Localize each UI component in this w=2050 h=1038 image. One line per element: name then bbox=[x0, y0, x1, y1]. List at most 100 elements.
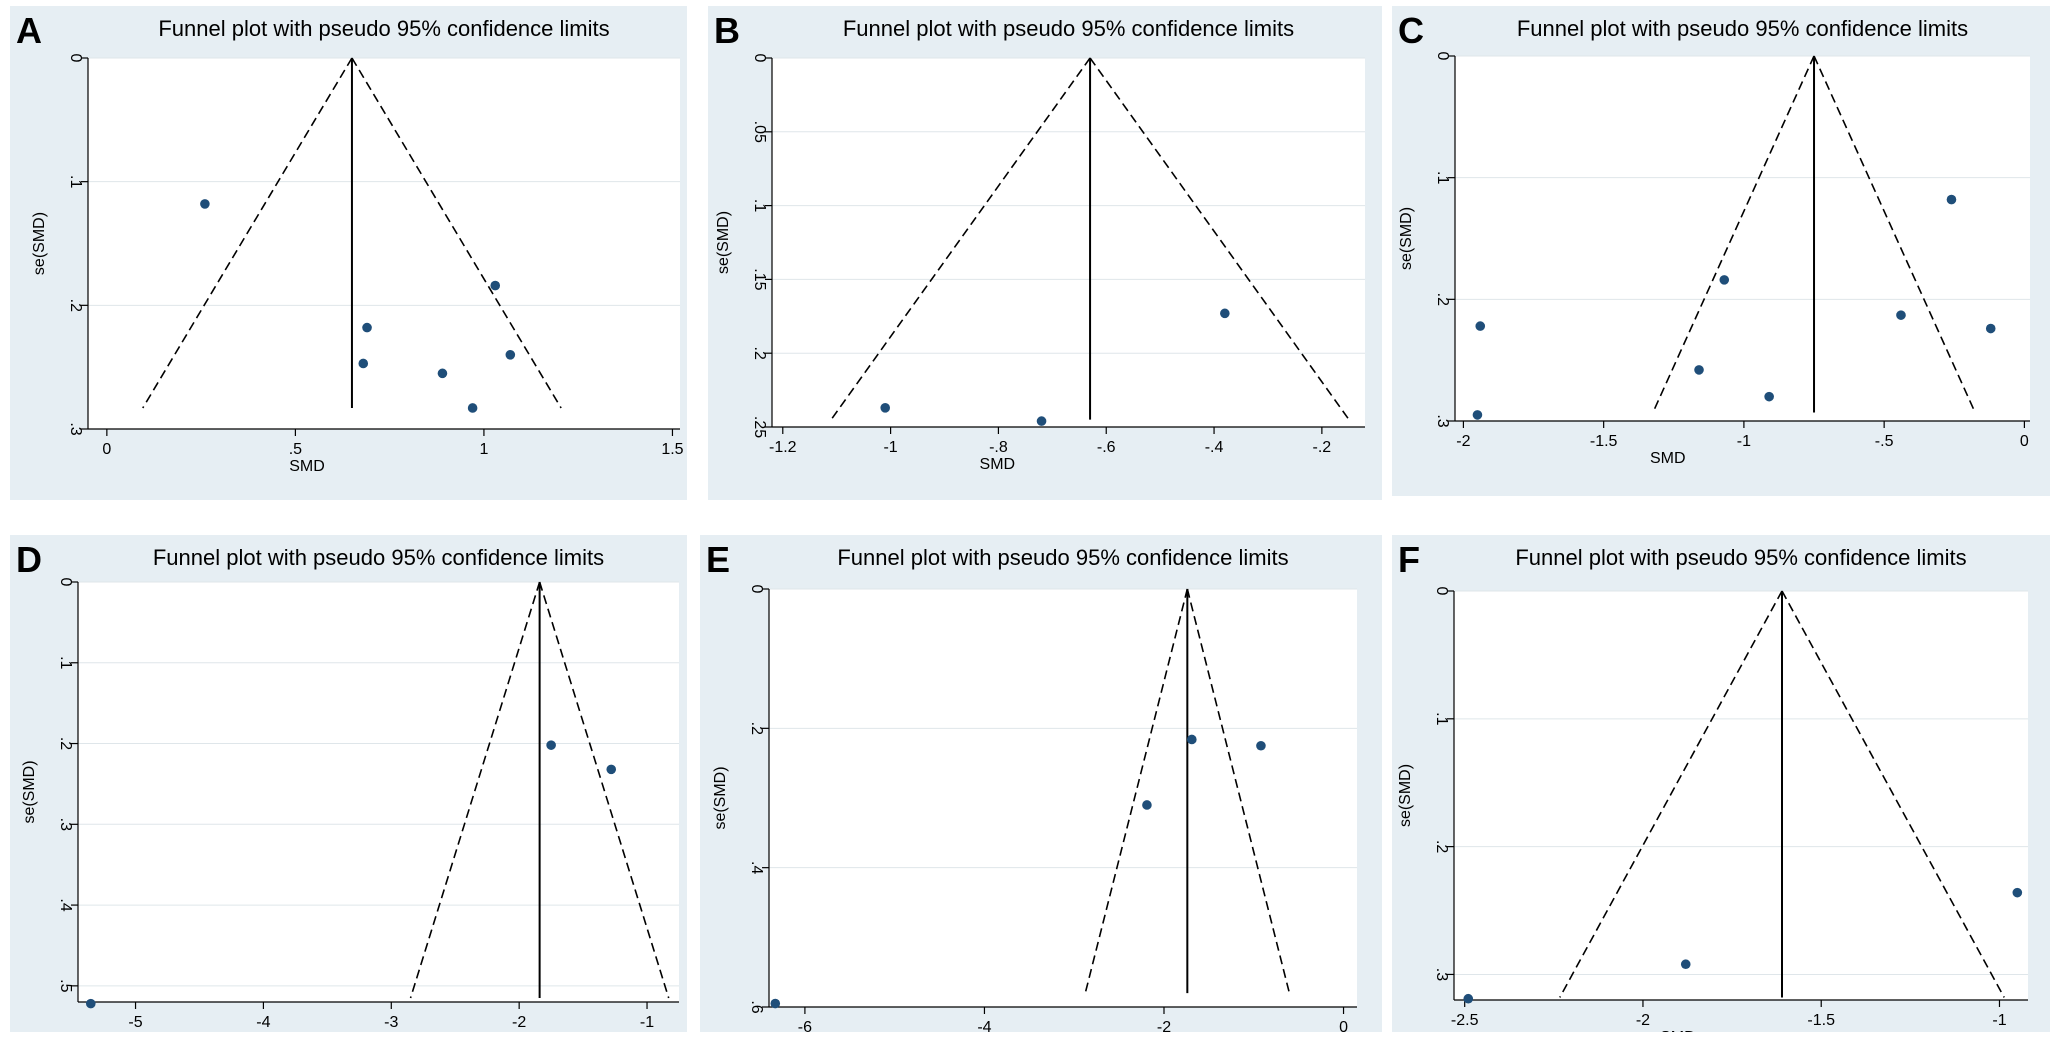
x-tick-label: -.8 bbox=[989, 439, 1008, 456]
y-tick-label: .15 bbox=[751, 268, 768, 290]
funnel-chart-svg: 0 .1 .2 .3 -2 -1.5 -1 -.5 0 SMD se(SMD) Funnel plot… bbox=[1392, 6, 2050, 496]
y-tick-label: .2 bbox=[748, 722, 765, 735]
x-tick-label: -1 bbox=[1992, 1012, 2006, 1029]
x-tick-label: 0 bbox=[1339, 1019, 1348, 1032]
study-point bbox=[358, 358, 369, 369]
funnel-chart-svg: 0 .1 .2 .3 0 .5 1 1.5 SMD se(SMD) Funnel plot with… bbox=[10, 6, 687, 500]
study-point bbox=[606, 764, 617, 775]
y-axis-title: se(SMD) bbox=[712, 766, 729, 829]
x-tick-label: -.6 bbox=[1097, 439, 1116, 456]
plot-area bbox=[88, 58, 680, 429]
lower-confidence-limit bbox=[830, 57, 1091, 421]
x-tick-label: -2 bbox=[1157, 1019, 1171, 1032]
y-tick-label: 0 bbox=[748, 585, 765, 594]
y-tick-label: .1 bbox=[751, 199, 768, 212]
y-axis-title: se(SMD) bbox=[31, 212, 48, 275]
x-tick-label: 1 bbox=[479, 441, 488, 458]
y-tick-label: .4 bbox=[57, 898, 74, 911]
plot-area bbox=[1454, 591, 2028, 1000]
y-tick-label: .6 bbox=[748, 1000, 765, 1013]
funnel-chart-svg: 0 .1 .2 .3 .4 .5 -5 -4 -3 -2 -1 SMD se(SMD) Funnel pl… bbox=[10, 535, 687, 1032]
y-tick-label: .3 bbox=[1434, 414, 1451, 427]
upper-confidence-limit bbox=[351, 57, 562, 409]
funnel-chart-svg: 0.2.4.6-6-4-20SMDse(SMD)Funnel plot with… bbox=[700, 535, 1382, 1032]
funnel-chart-svg: 0 .05 .1 .15 .2 .25-1.2 -1 -.8 -.6 -.4 -.2 SMD se(SM… bbox=[708, 6, 1382, 500]
x-tick-label: -1 bbox=[883, 439, 897, 456]
plot-title: Funnel plot with pseudo 95% confidence l… bbox=[158, 16, 609, 41]
study-point bbox=[200, 199, 210, 209]
x-tick-label: -5 bbox=[128, 1014, 142, 1031]
study-point bbox=[1694, 365, 1704, 375]
x-axis-title: SMD bbox=[1660, 1029, 1696, 1032]
y-tick-label: 0 bbox=[751, 54, 768, 63]
x-axis-title: SMD bbox=[289, 1031, 325, 1032]
y-axis-title: se(SMD) bbox=[715, 211, 732, 274]
panel-letter: B bbox=[714, 10, 740, 51]
study-point bbox=[2012, 887, 2023, 898]
x-tick-label: -1.5 bbox=[1807, 1012, 1835, 1029]
study-point bbox=[1680, 959, 1691, 970]
x-tick-label: 0 bbox=[102, 441, 111, 458]
study-point bbox=[1036, 416, 1047, 426]
plot-title: Funnel plot with pseudo 95% confidence l… bbox=[153, 545, 604, 570]
study-point bbox=[505, 350, 516, 360]
study-point bbox=[1475, 321, 1486, 331]
y-tick-label: .3 bbox=[1433, 968, 1450, 981]
x-tick-label: 0 bbox=[2020, 433, 2029, 450]
y-tick-label: .2 bbox=[67, 299, 84, 312]
x-tick-label: -2 bbox=[1636, 1012, 1650, 1029]
study-point bbox=[1472, 410, 1483, 420]
plot-area bbox=[769, 589, 1357, 1007]
study-point bbox=[770, 998, 781, 1009]
y-tick-label: .05 bbox=[751, 121, 768, 143]
panel-letter: C bbox=[1398, 10, 1424, 51]
study-point bbox=[467, 403, 478, 413]
y-tick-label: .25 bbox=[751, 416, 768, 438]
y-axis-title: se(SMD) bbox=[1397, 764, 1414, 827]
x-tick-label: -6 bbox=[798, 1019, 812, 1032]
x-tick-label: 1.5 bbox=[661, 441, 683, 458]
y-tick-label: 0 bbox=[1434, 52, 1451, 61]
panel-letter: A bbox=[16, 10, 42, 51]
upper-confidence-limit bbox=[1781, 590, 2005, 998]
x-tick-label: -4 bbox=[977, 1019, 991, 1032]
y-tick-label: .1 bbox=[1434, 171, 1451, 184]
x-tick-label: -2 bbox=[1456, 433, 1470, 450]
x-tick-label: -1.2 bbox=[769, 439, 797, 456]
study-point bbox=[546, 740, 556, 750]
study-point bbox=[490, 280, 501, 291]
study-point bbox=[1142, 800, 1152, 810]
x-tick-label: -.4 bbox=[1205, 439, 1224, 456]
x-tick-label: -2 bbox=[512, 1014, 526, 1031]
x-tick-label: .5 bbox=[289, 441, 302, 458]
study-point bbox=[85, 998, 96, 1009]
plot-title: Funnel plot with pseudo 95% confidence l… bbox=[1515, 545, 1966, 570]
plot-title: Funnel plot with pseudo 95% confidence l… bbox=[1517, 16, 1968, 41]
panel-c: 0 .1 .2 .3 -2 -1.5 -1 -.5 0 SMD se(SMD) Funnel plot… bbox=[1392, 6, 2050, 496]
study-point bbox=[1946, 194, 1957, 205]
y-tick-label: 0 bbox=[1433, 587, 1450, 596]
plot-title: Funnel plot with pseudo 95% confidence l… bbox=[843, 16, 1294, 41]
y-tick-label: .2 bbox=[57, 737, 74, 750]
funnel-chart-svg: 0 .1 .2 .3 -2.5 -2 -1.5 -1 SMD se(SMD) Funnel plot… bbox=[1392, 535, 2050, 1032]
y-tick-label: .3 bbox=[57, 818, 74, 831]
y-tick-label: 0 bbox=[67, 54, 84, 63]
study-point bbox=[1896, 310, 1906, 320]
x-axis-title: SMD bbox=[289, 458, 325, 475]
panel-d: 0 .1 .2 .3 .4 .5 -5 -4 -3 -2 -1 SMD se(SMD) Funnel pl… bbox=[10, 535, 687, 1032]
upper-confidence-limit bbox=[1813, 55, 1976, 413]
study-point bbox=[1985, 323, 1996, 334]
lower-confidence-limit bbox=[409, 581, 541, 999]
x-tick-label: -.2 bbox=[1313, 439, 1332, 456]
plot-area bbox=[1455, 56, 2030, 421]
y-tick-label: .5 bbox=[57, 979, 74, 992]
upper-confidence-limit bbox=[538, 581, 670, 999]
panel-letter: E bbox=[706, 539, 730, 580]
panel-a: 0 .1 .2 .3 0 .5 1 1.5 SMD se(SMD) Funnel plot with… bbox=[10, 6, 687, 500]
lower-confidence-limit bbox=[1559, 590, 1783, 998]
y-tick-label: .2 bbox=[751, 347, 768, 360]
panel-f: 0 .1 .2 .3 -2.5 -2 -1.5 -1 SMD se(SMD) Funnel plot… bbox=[1392, 535, 2050, 1032]
study-point bbox=[1256, 740, 1266, 751]
study-point bbox=[437, 368, 448, 379]
y-tick-label: .1 bbox=[1433, 712, 1450, 725]
